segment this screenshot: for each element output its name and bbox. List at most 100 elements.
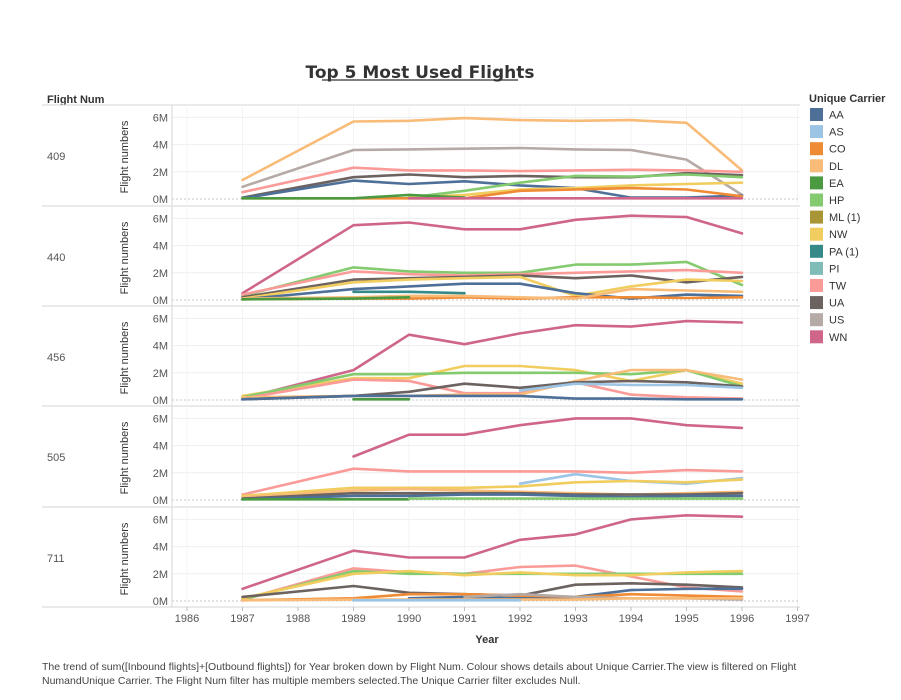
series-line-hp [241,368,744,399]
legend-swatch [810,261,823,275]
legend-item[interactable]: DL [810,159,843,173]
legend-item[interactable]: NW [810,227,848,242]
panels: 0M 2M 4M 6M 409 Flight numbers 0M 2M 4M 6M 440 Flig… [42,104,800,608]
y-tick-label: 0M [153,295,168,307]
series-line-tw [241,166,744,194]
legend-item[interactable]: HP [810,193,844,208]
x-tick-label: 1994 [619,613,643,625]
legend-swatch [810,279,823,292]
legend-item[interactable]: AS [810,125,844,139]
panel-711: 0M 2M 4M 6M 711 Flight numbers [42,506,800,608]
x-tick-label: 1987 [230,613,254,625]
legend-item[interactable]: EA [810,176,844,190]
legend-item[interactable]: CO [810,142,846,156]
legend-label: ML (1) [829,212,860,224]
legend-label: US [829,315,844,327]
y-tick-label: 2M [153,468,168,480]
legend-swatch [810,193,823,207]
legend-label: DL [829,161,843,173]
series-line-ua [241,491,744,500]
x-axis-label: Year [475,634,499,646]
y-axis-label: Flight numbers [119,221,131,294]
panel-440: 0M 2M 4M 6M 440 Flight numbers [42,205,800,307]
legend-label: EA [829,178,844,190]
legend-label: CO [829,144,846,156]
y-tick-label: 4M [153,140,168,152]
x-tick-label: 1996 [730,613,754,625]
y-tick-label: 2M [153,268,168,280]
series-line-nw [241,478,744,498]
series-line-ea [241,193,466,200]
x-tick-label: 1997 [785,613,809,625]
flight-num-label: 409 [47,151,65,163]
series-line-pa-1 [352,290,466,295]
y-tick-label: 4M [153,441,168,453]
x-tick-label: 1986 [175,613,199,625]
y-tick-label: 2M [153,368,168,380]
y-axis-label: Flight numbers [119,321,131,394]
series-line-ua [241,379,744,401]
series-line-aa [241,282,744,301]
legend-swatch [810,176,823,190]
x-tick-label: 1993 [563,613,587,625]
y-tick-label: 6M [153,313,168,325]
legend-label: TW [829,281,847,293]
legend-item[interactable]: UA [810,296,845,310]
legend-label: WN [829,332,847,344]
y-tick-label: 2M [153,569,168,581]
series-line-as [518,382,744,392]
legend-swatch [810,313,823,327]
legend-item[interactable]: PI [810,261,839,276]
series-line-co [241,592,744,602]
y-tick-label: 0M [153,596,168,608]
x-axis: 1986 1987 1988 1989 1990 1991 1992 1993 1994 1995… [175,607,810,625]
legend-item[interactable]: US [810,313,844,327]
y-tick-label: 0M [153,495,168,507]
series-line-hp [407,173,744,199]
x-tick-label: 1988 [286,613,310,625]
y-tick-label: 6M [153,413,168,425]
legend-label: AA [829,110,844,122]
x-tick-label: 1989 [341,613,365,625]
legend-item[interactable]: ML (1) [810,210,860,225]
legend-item[interactable]: WN [810,330,847,344]
legend-item[interactable]: AA [810,108,844,122]
series-line-us [241,146,744,197]
series-line-dl [241,116,744,182]
series-line-tw [241,378,744,400]
y-tick-label: 0M [153,194,168,206]
series-line-hp [241,260,744,298]
legend-label: UA [829,298,845,310]
series-line-wn [241,214,744,295]
series-line-nw [241,569,744,600]
series-line-ua [241,274,744,299]
panel-505: 0M 2M 4M 6M 505 Flight numbers [42,405,800,507]
row-header: Flight Num [47,94,105,106]
series-line-dl [241,287,744,300]
flight-num-label: 505 [47,452,65,464]
flight-num-label: 456 [47,352,65,364]
series-line-wn [241,319,744,400]
legend-swatch [810,108,823,121]
series-line-tw [241,467,744,496]
legend-swatch [810,159,823,173]
y-tick-label: 6M [153,112,168,124]
y-tick-label: 4M [153,341,168,353]
y-tick-label: 6M [153,213,168,225]
panel-409: 0M 2M 4M 6M 409 Flight numbers [42,104,800,206]
legend-label: HP [829,195,844,207]
legend-item[interactable]: TW [810,279,847,293]
legend-swatch [810,244,823,258]
legend-item[interactable]: PA (1) [810,244,859,258]
y-axis-label: Flight numbers [119,522,131,595]
legend-title: Unique Carrier [809,93,886,105]
legend-label: AS [829,127,844,139]
x-tick-label: 1992 [508,613,532,625]
chart-title: Top 5 Most Used Flights [306,63,535,83]
series-line-nw [407,181,744,199]
series-line-nw [241,275,744,300]
y-tick-label: 6M [153,514,168,526]
y-axis-label: Flight numbers [119,120,131,193]
series-line-aa [241,493,744,501]
